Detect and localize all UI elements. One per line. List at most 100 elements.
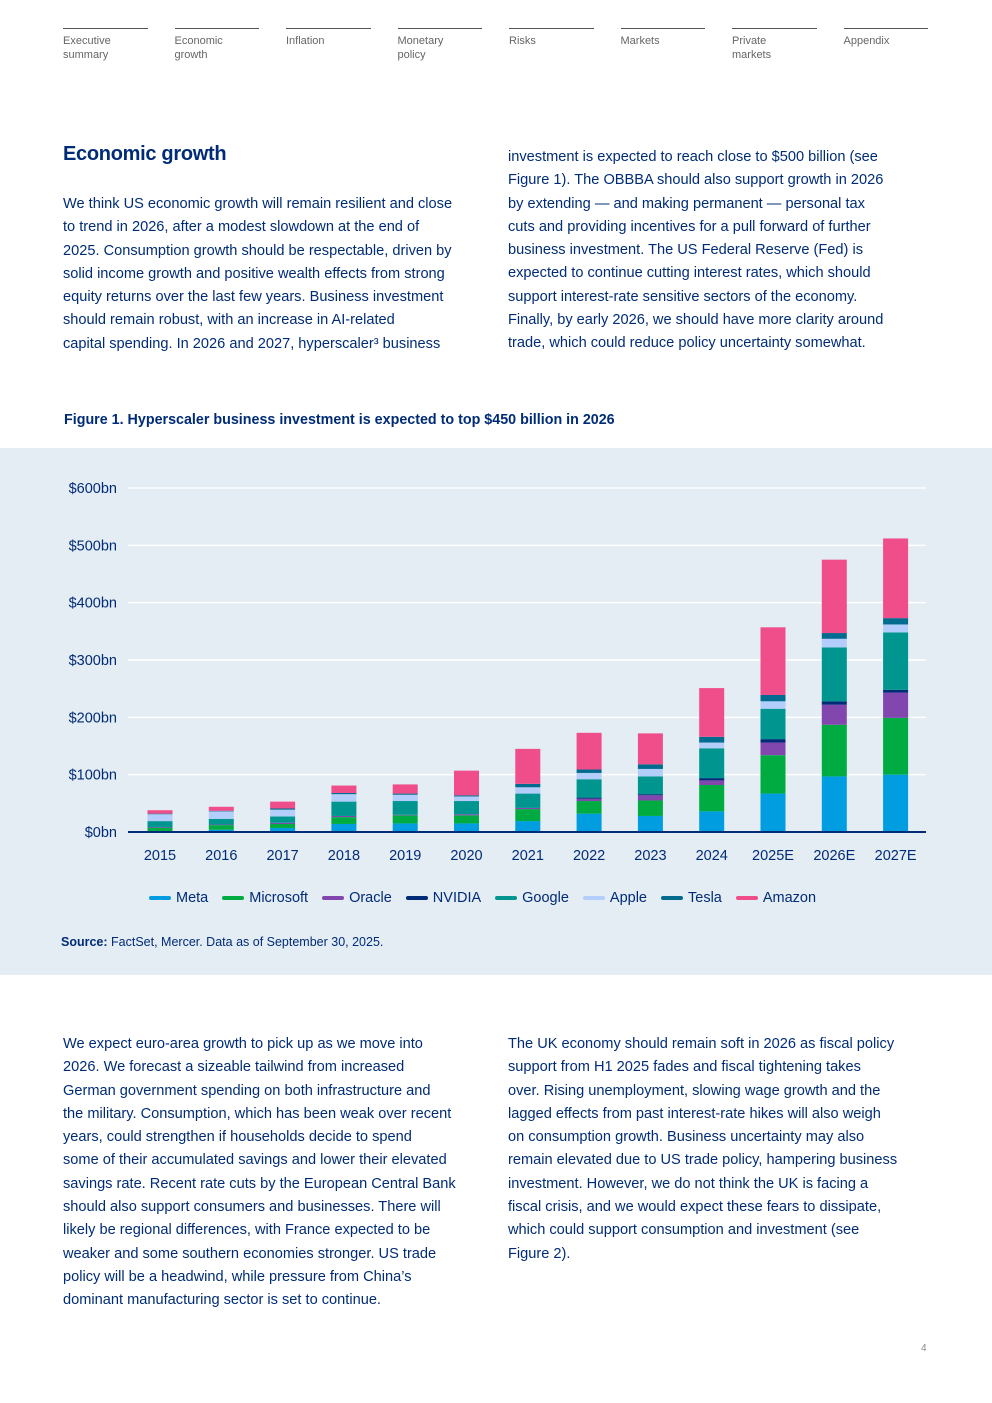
bar-segment-amazon-2026e [821, 559, 847, 634]
legend-label: Apple [609, 890, 647, 906]
bar-segment-meta-2024 [699, 811, 725, 832]
nav-item-risks[interactable]: Risks [509, 28, 594, 62]
bar-segment-meta-2023 [637, 815, 663, 832]
bar-segment-amazon-2019 [392, 784, 418, 794]
x-tick-label: 2023 [634, 848, 666, 864]
nav-item-label: Economic [174, 35, 223, 47]
body-right-paragraph: The UK economy should remain soft in 202… [508, 1033, 897, 1266]
legend-swatch [735, 896, 758, 900]
bar-segment-oracle-2021 [515, 807, 541, 810]
x-tick-label: 2020 [450, 848, 482, 864]
nav-item-label: Inflation [286, 35, 325, 47]
bar-segment-oracle-2024 [699, 780, 725, 785]
legend-item-tesla: Tesla [661, 890, 722, 906]
text-line: investment is expected to reach close to… [508, 149, 878, 165]
page-number: 4 [921, 1343, 927, 1354]
bar-segment-nvidia-2027e [883, 689, 909, 693]
bar-segment-microsoft-2024 [699, 784, 725, 812]
bar-segment-tesla-2017 [270, 808, 296, 810]
bar-segment-google-2019 [392, 801, 418, 815]
bar-segment-tesla-2026e [821, 633, 847, 639]
nav-item-markets[interactable]: Markets [620, 28, 705, 62]
bar-segment-tesla-2024 [699, 736, 725, 743]
source-label: Source: [61, 935, 108, 949]
bar-segment-nvidia-2026e [821, 701, 847, 705]
figure-title: Figure 1. Hyperscaler business investmen… [64, 412, 615, 428]
bar-segment-tesla-2022 [576, 769, 602, 773]
text-line: weaker and some southern economies stron… [63, 1245, 437, 1262]
text-line: which could support consumption and inve… [508, 1222, 860, 1239]
bar-segment-amazon-2015 [147, 810, 173, 814]
bar-segment-google-2023 [637, 776, 663, 795]
bar-segment-apple-2027e [883, 624, 909, 633]
x-tick-label: 2027E [875, 848, 917, 864]
bar-segment-apple-2016 [208, 811, 234, 819]
legend-label: Oracle [349, 890, 392, 906]
nav-item-label: Monetary [397, 35, 444, 47]
text-line: solid income growth and positive wealth … [63, 265, 445, 282]
bar-segment-tesla-2015 [147, 813, 173, 815]
bar-segment-tesla-2021 [515, 783, 541, 788]
bar-segment-amazon-2021 [515, 748, 541, 784]
legend-swatch [322, 896, 345, 900]
bar-segment-meta-2018 [331, 823, 357, 832]
text-line: Figure 2). [508, 1245, 571, 1262]
bar-segment-oracle-2026e [821, 704, 847, 725]
bar-segment-tesla-2018 [331, 793, 357, 795]
source-text: FactSet, Mercer. Data as of September 30… [107, 935, 384, 949]
x-tick-label: 2026E [813, 848, 855, 864]
nav-item-private-markets[interactable]: Private markets [732, 28, 817, 62]
bar-segment-meta-2026e [821, 776, 847, 832]
legend-swatch [149, 896, 171, 900]
text-line: on consumption growth. Business uncertai… [508, 1129, 865, 1146]
text-line: savings rate. Recent rate cuts by the Eu… [63, 1175, 456, 1192]
bar-segment-oracle-2015 [147, 827, 173, 828]
y-tick-label: $200bn [69, 710, 117, 726]
bar-segment-google-2025e [760, 708, 786, 740]
nav-item-label: Appendix [843, 35, 890, 47]
nav-item-label: growth [174, 49, 208, 61]
legend-swatch [661, 896, 683, 900]
nav-item-executive-summary[interactable]: Executive summary [63, 28, 148, 62]
x-tick-label: 2018 [328, 848, 360, 864]
bar-segment-google-2027e [883, 632, 909, 690]
text-line: should remain robust, with an increase i… [63, 312, 395, 329]
text-line: German government spending on both infra… [63, 1082, 431, 1099]
bar-segment-meta-2017 [270, 827, 296, 832]
nav-item-inflation[interactable]: Inflation [286, 28, 371, 62]
bar-segment-oracle-2017 [270, 822, 296, 824]
text-line: dominant manufacturing sector is set to … [63, 1292, 381, 1309]
nav-item-monetary-policy[interactable]: Monetary policy [397, 28, 482, 62]
text-line: policy will be a headwind, while pressur… [63, 1268, 412, 1285]
x-tick-label: 2015 [144, 848, 176, 864]
text-line: by extending — and making permanent — pe… [508, 195, 865, 212]
bar-segment-microsoft-2015 [147, 827, 173, 832]
bar-segment-oracle-2018 [331, 815, 357, 818]
nav-item-label: Private [732, 35, 767, 47]
text-line: 2025. Consumption growth should be respe… [63, 242, 452, 259]
bar-segment-amazon-2017 [270, 801, 296, 809]
text-line: likely be regional differences, with Fra… [63, 1222, 431, 1239]
bar-segment-meta-2025e [760, 793, 786, 832]
text-line: fiscal crisis, and we would expect these… [508, 1199, 882, 1216]
bar-segment-meta-2019 [392, 823, 418, 832]
bar-segment-tesla-2016 [208, 810, 234, 812]
text-line: Finally, by early 2026, we should have m… [508, 312, 884, 329]
nav-item-economic-growth[interactable]: Economic growth [174, 28, 259, 62]
text-line: 2026. We forecast a sizeable tailwind fr… [63, 1059, 405, 1076]
bar-segment-microsoft-2027e [883, 717, 909, 775]
x-tick-label: 2024 [696, 848, 728, 864]
text-line: We expect euro-area growth to pick up as… [63, 1036, 423, 1052]
bar-segment-meta-2022 [576, 813, 602, 832]
nav-item-appendix[interactable]: Appendix [843, 28, 928, 62]
bar-segment-oracle-2025e [760, 742, 786, 756]
bar-segment-microsoft-2018 [331, 817, 357, 824]
section-nav: Executive summary Economic growth Inflation M… [63, 28, 928, 62]
bar-segment-amazon-2025e [760, 627, 786, 695]
bar-segment-nvidia-2023 [637, 794, 663, 796]
chart-source: Source: FactSet, Mercer. Data as of Sept… [61, 935, 383, 949]
legend-item-google: Google [495, 890, 569, 906]
text-line: lagged effects from past interest-rate h… [508, 1105, 881, 1122]
nav-item-label: Risks [509, 35, 536, 47]
text-line: to trend in 2026, after a modest slowdow… [63, 219, 420, 236]
